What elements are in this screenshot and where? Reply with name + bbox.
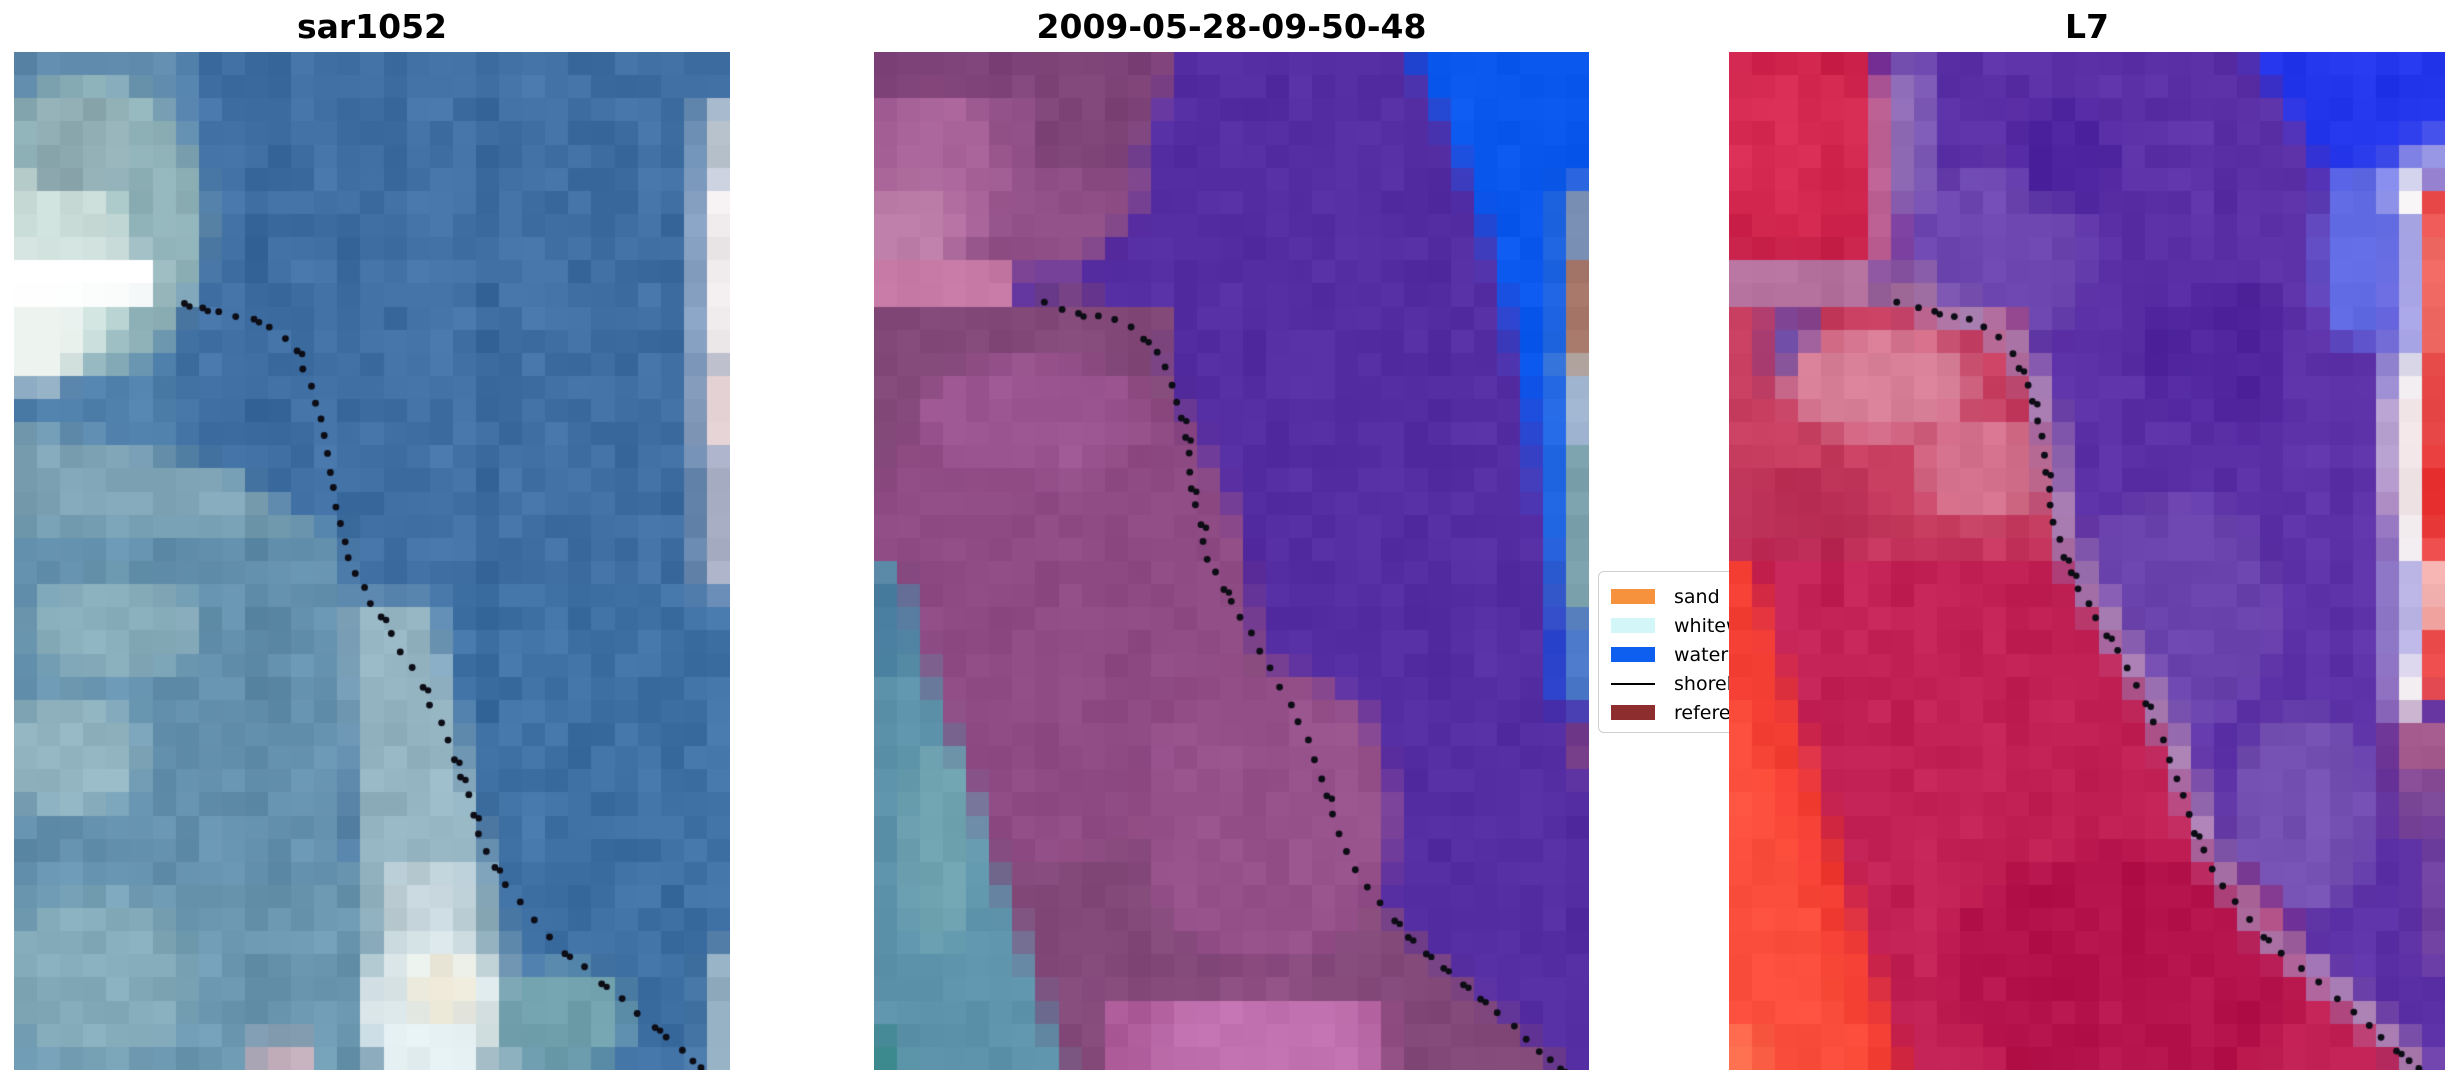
legend-line-shoreline	[1611, 682, 1655, 685]
legend-label-reference: referen	[1674, 701, 1743, 724]
panel-l7	[1729, 52, 2445, 1070]
legend-label-sand: sand	[1674, 585, 1720, 608]
legend-row-whitewater: whitew	[1611, 611, 1742, 640]
legend-swatch-reference	[1611, 705, 1655, 720]
legend-row-reference: referen	[1611, 698, 1743, 727]
panel-title-sar1052: sar1052	[296, 7, 448, 46]
panel-title-l7: L7	[2065, 7, 2109, 46]
legend-row-shoreline: shoreli	[1611, 669, 1737, 698]
panel-image-sar1052	[14, 52, 730, 1070]
legend-label-shoreline: shoreli	[1674, 672, 1738, 695]
legend-swatch-whitewater	[1611, 618, 1655, 633]
panel-image-l7	[1729, 52, 2445, 1070]
legend-swatch-water	[1611, 647, 1655, 662]
legend-row-water: water	[1611, 640, 1737, 669]
legend-row-sand: sand	[1611, 582, 1737, 611]
legend: sand whitew water shoreli referen	[1598, 571, 1750, 733]
panel-sar1052	[14, 52, 730, 1070]
legend-swatch-sand	[1611, 589, 1655, 604]
panel-title-date: 2009-05-28-09-50-48	[1036, 7, 1427, 46]
legend-label-whitewater: whitew	[1674, 614, 1742, 637]
panel-image-classified	[874, 52, 1589, 1070]
panel-classified-2009-05-28	[874, 52, 1589, 1070]
legend-label-water: water	[1674, 643, 1729, 666]
